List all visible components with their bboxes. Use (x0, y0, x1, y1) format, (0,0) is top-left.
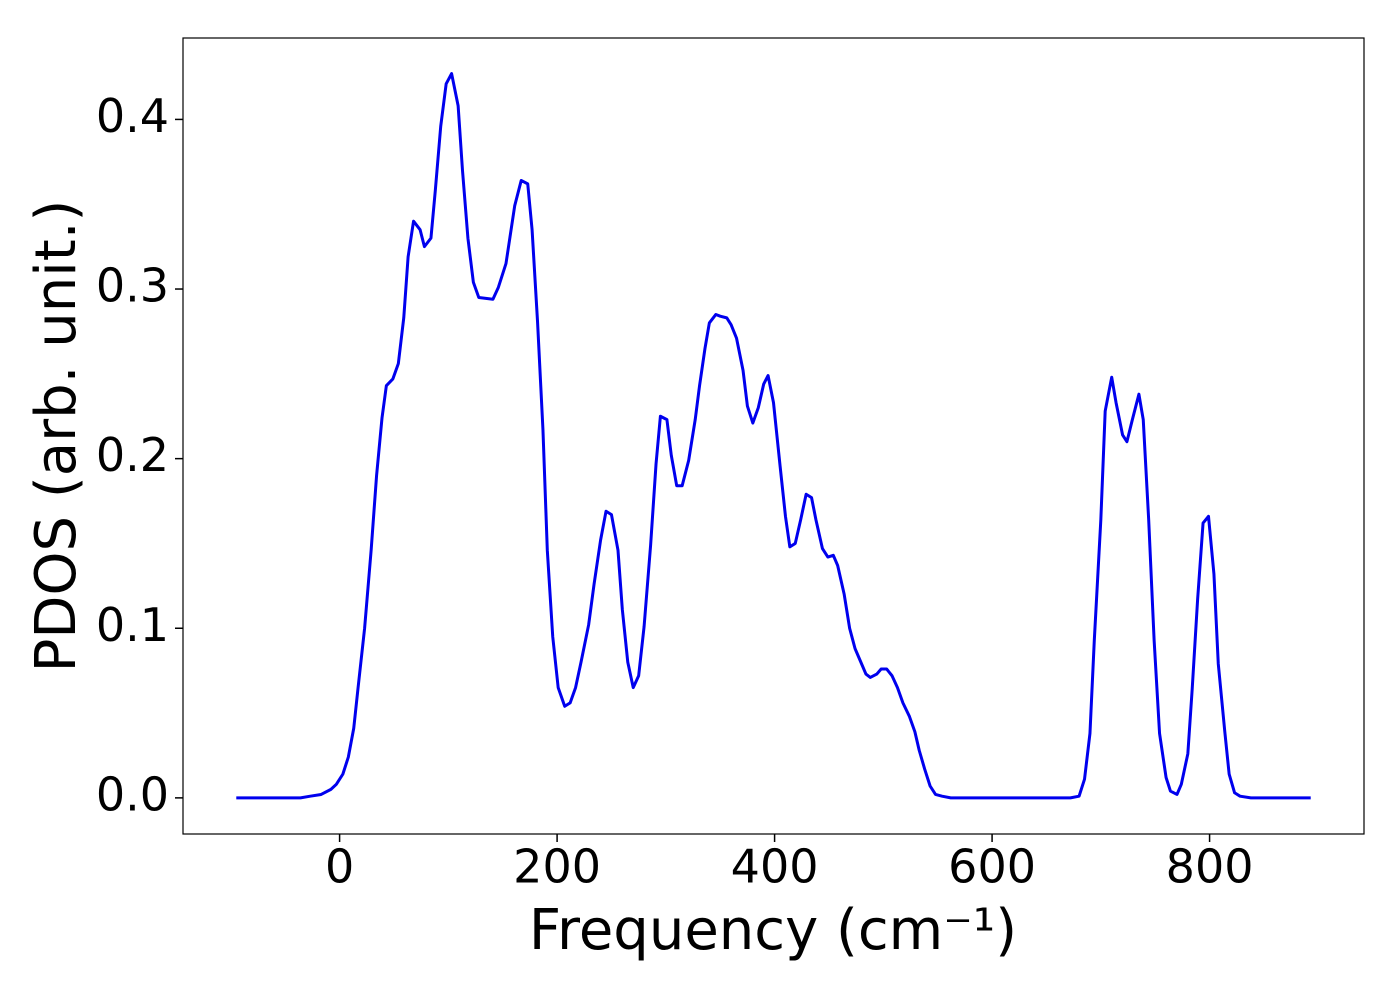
x-tick-label: 0 (325, 840, 354, 894)
plot-frame (182, 37, 1365, 835)
line (236, 72, 1311, 800)
y-tick-label: 0.2 (96, 428, 169, 482)
y-tick-label: 0.1 (96, 598, 169, 652)
y-tick-label: 0.3 (96, 259, 169, 313)
x-tick-label: 400 (731, 840, 819, 894)
x-axis-label: Frequency (cm⁻¹) (529, 898, 1017, 963)
x-tick-label: 600 (948, 840, 1036, 894)
y-tick-label: 0.4 (96, 89, 169, 143)
x-tick-label: 200 (513, 840, 601, 894)
y-tick-label: 0.0 (96, 767, 169, 821)
x-tick-label: 800 (1166, 840, 1254, 894)
y-axis-label: PDOS (arb. unit.) (24, 200, 89, 673)
